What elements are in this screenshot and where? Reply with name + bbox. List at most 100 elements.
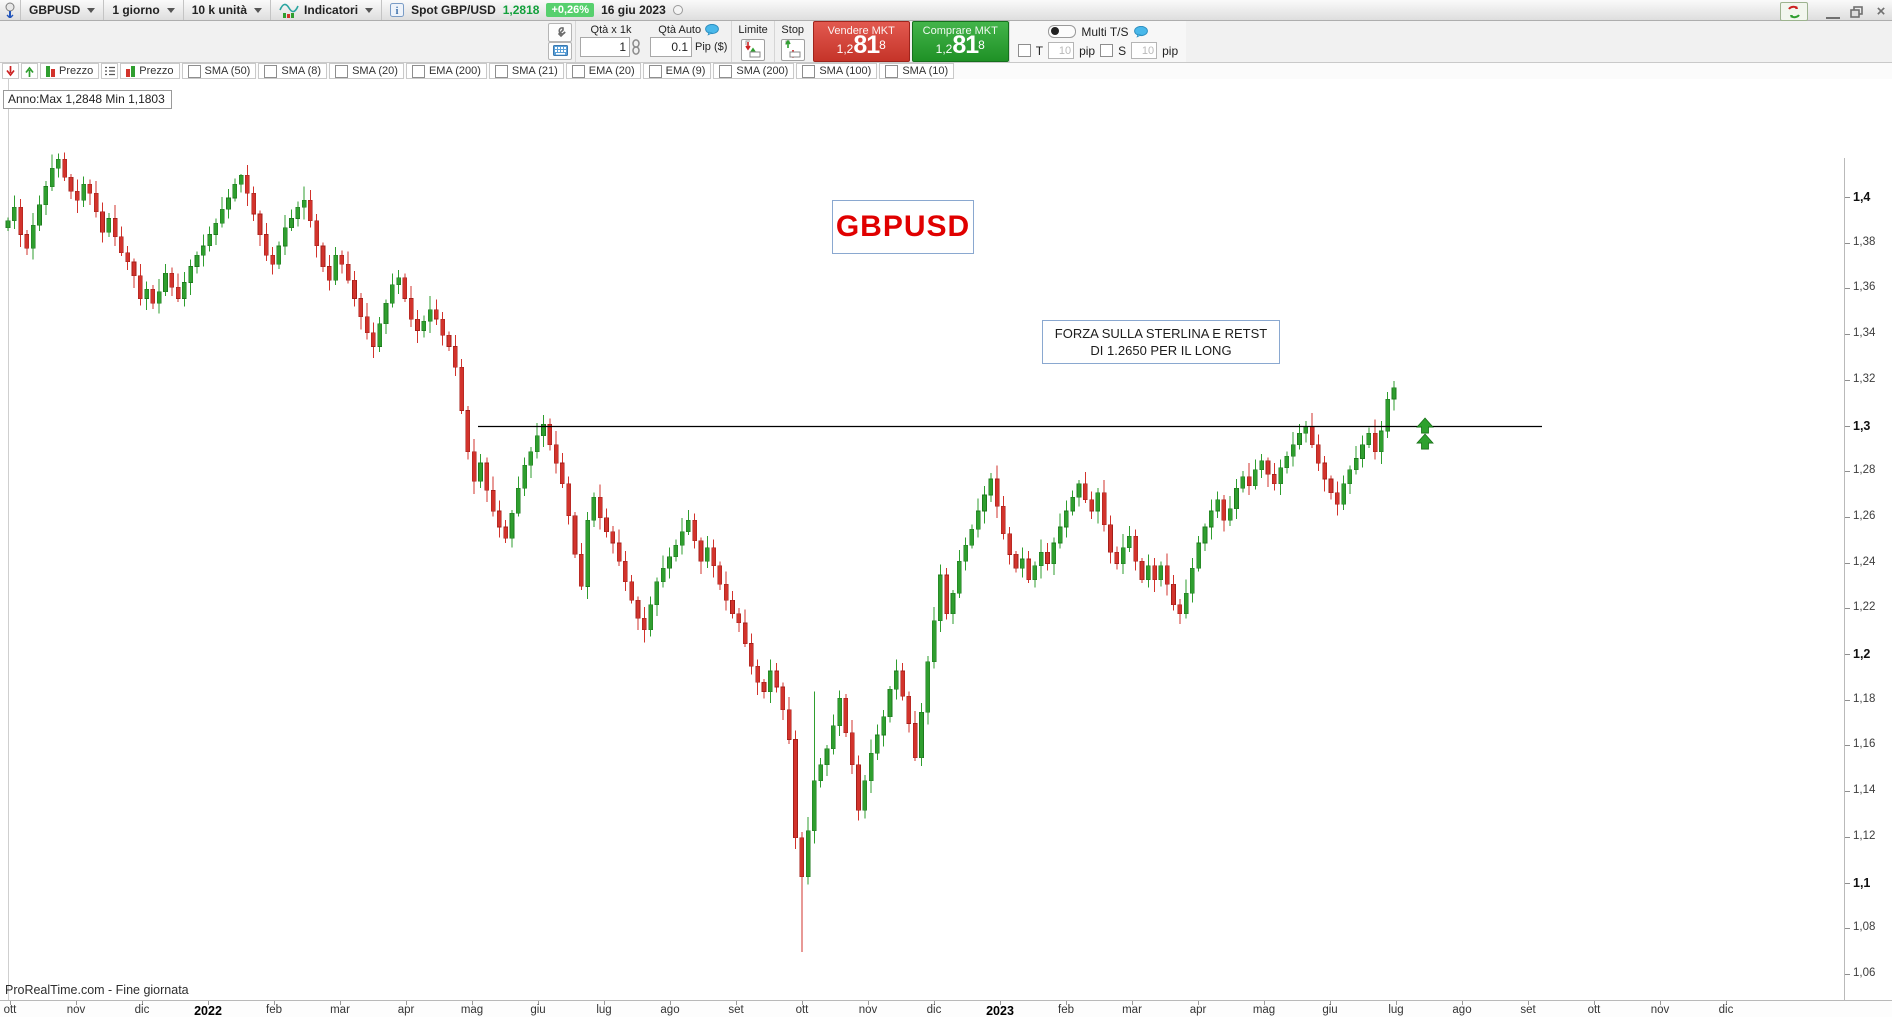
indicator-toggle-chip[interactable]: SMA (20) xyxy=(329,63,404,79)
pip-value-input[interactable]: 0.1 xyxy=(650,37,692,57)
period-label: 1 giorno xyxy=(112,3,160,17)
indicator-label: SMA (8) xyxy=(281,65,322,77)
svg-text:i: i xyxy=(396,6,399,17)
indicator-toggle-chip[interactable]: SMA (100) xyxy=(796,63,878,79)
indicator-checkbox[interactable] xyxy=(494,64,508,78)
multi-ts-toggle[interactable] xyxy=(1048,25,1077,38)
info-icon[interactable]: i xyxy=(390,3,405,17)
refresh-button[interactable] xyxy=(1780,2,1808,21)
order-tools xyxy=(545,21,575,62)
buy-market-button[interactable]: Comprare MKT 1,2818 xyxy=(911,21,1009,62)
price-series-chip[interactable]: Prezzo xyxy=(40,63,100,79)
take-profit-checkbox[interactable] xyxy=(1017,44,1031,57)
series-list-button[interactable] xyxy=(101,63,119,79)
settings-wrench-button[interactable] xyxy=(548,23,572,42)
candles-icon xyxy=(46,65,55,77)
units-dropdown[interactable]: 10 k unità xyxy=(184,0,272,20)
indicator-label: SMA (50) xyxy=(204,65,251,77)
price-tick-label: 1,14 xyxy=(1853,784,1876,797)
indicator-checkbox[interactable] xyxy=(719,64,733,78)
indicator-toggle-chip[interactable]: EMA (200) xyxy=(405,63,487,79)
price-axis[interactable]: 1,4 1,38 1,36 1,34 1,32 1,3 1,28 1,26 1,24 1,22 1,… xyxy=(1844,158,1892,1017)
stop-loss-input[interactable]: 10 xyxy=(1131,42,1158,59)
minimize-button[interactable] xyxy=(1826,5,1840,19)
qty-auto-section: Qtà Auto 0.1 Pip ($) xyxy=(646,21,731,62)
indicator-checkbox[interactable] xyxy=(335,64,349,78)
take-profit-label: T xyxy=(1035,43,1044,58)
price-tick-label: 1,24 xyxy=(1853,555,1876,568)
indicator-toggle-chip[interactable]: SMA (21) xyxy=(488,63,564,79)
indicators-dropdown[interactable]: Indicatori xyxy=(271,0,383,20)
price-tick xyxy=(1845,699,1850,701)
indicator-toggle-chip[interactable]: EMA (20) xyxy=(565,63,641,79)
time-tick xyxy=(208,1001,209,1005)
close-button[interactable]: × xyxy=(1876,2,1886,20)
time-tick-label: mar xyxy=(1122,1004,1142,1016)
restore-button[interactable] xyxy=(1850,5,1864,18)
indicator-toggle-chip[interactable]: SMA (50) xyxy=(181,63,257,79)
period-dropdown[interactable]: 1 giorno xyxy=(104,0,184,20)
price-tick-label: 1,34 xyxy=(1853,327,1876,340)
price-tick xyxy=(1845,791,1850,793)
indicator-checkbox[interactable] xyxy=(187,64,201,78)
trade-note-box[interactable]: FORZA SULLA STERLINA E RETST DI 1.2650 P… xyxy=(1042,320,1280,364)
keyboard-button[interactable] xyxy=(548,41,572,60)
time-tick-label: giu xyxy=(1322,1004,1338,1016)
quantity-section: Qtà x 1k 1 xyxy=(575,21,646,62)
limit-order-button[interactable] xyxy=(741,39,766,61)
symbol-annotation-box[interactable]: GBPUSD xyxy=(832,200,974,254)
price-series-label: Prezzo xyxy=(59,65,94,77)
time-tick-label: apr xyxy=(1189,1004,1207,1016)
time-tick xyxy=(1594,1001,1595,1005)
time-tick-label: lug xyxy=(596,1004,612,1016)
time-tick-label: giu xyxy=(530,1004,546,1016)
price-tick xyxy=(1845,973,1850,975)
stop-loss-checkbox[interactable] xyxy=(1100,44,1114,57)
time-tick-label: apr xyxy=(397,1004,415,1016)
indicator-checkbox[interactable] xyxy=(411,64,425,78)
help-bubble-icon[interactable] xyxy=(705,23,720,36)
time-tick xyxy=(1198,1001,1199,1005)
indicator-checkbox[interactable] xyxy=(571,64,585,78)
time-axis[interactable]: ott nov dic 2022 feb mar apr mag giu lug ago set ott… xyxy=(0,1000,1892,1017)
sell-market-button[interactable]: Vendere MKT 1,2818 xyxy=(812,21,910,62)
help-bubble-icon[interactable] xyxy=(1133,25,1148,38)
time-tick xyxy=(604,1001,605,1005)
symbol-dropdown[interactable]: GBPUSD xyxy=(21,0,105,20)
indicator-toggle-chip[interactable]: SMA (200) xyxy=(713,63,795,79)
order-panel: Qtà x 1k 1 Qtà Auto xyxy=(545,21,1187,62)
time-tick xyxy=(1000,1001,1001,1005)
time-tick-label: ott xyxy=(3,1004,17,1016)
price-tick xyxy=(1845,928,1850,930)
price-tick-label: 1,26 xyxy=(1853,509,1876,522)
indicator-label: SMA (200) xyxy=(736,65,789,77)
year-range-badge: Anno:Max 1,2848 Min 1,1803 xyxy=(3,90,172,109)
quantity-input[interactable]: 1 xyxy=(580,37,630,57)
time-tick xyxy=(76,1001,77,1005)
time-tick-label: ago xyxy=(660,1004,680,1016)
indicator-checkbox[interactable] xyxy=(264,64,278,78)
time-tick xyxy=(1264,1001,1265,1005)
sell-arrow-button[interactable] xyxy=(2,63,19,79)
price-series-chip-2[interactable]: Prezzo xyxy=(120,63,180,79)
pin-button[interactable] xyxy=(0,0,21,20)
indicator-toggle-chip[interactable]: SMA (8) xyxy=(258,63,328,79)
time-tick-label: 2023 xyxy=(986,1004,1014,1017)
chevron-down-icon xyxy=(166,7,175,13)
chart-panel[interactable]: Anno:Max 1,2848 Min 1,1803 GBPUSD FORZA … xyxy=(0,79,1892,1017)
stop-order-button[interactable] xyxy=(780,39,805,61)
indicator-toggle-chip[interactable]: EMA (9) xyxy=(642,63,712,79)
link-icon[interactable] xyxy=(631,39,641,55)
indicator-checkbox[interactable] xyxy=(802,64,816,78)
price-tick-label: 1,32 xyxy=(1853,372,1876,385)
buy-arrow-button[interactable] xyxy=(21,63,38,79)
price-tick-label: 1,38 xyxy=(1853,235,1876,248)
time-tick xyxy=(1462,1001,1463,1005)
indicator-checkbox[interactable] xyxy=(648,64,662,78)
indicator-checkbox[interactable] xyxy=(885,64,899,78)
indicator-toggle-chip[interactable]: SMA (10) xyxy=(879,63,955,79)
take-profit-input[interactable]: 10 xyxy=(1048,42,1075,59)
time-tick-label: mag xyxy=(460,1004,484,1016)
time-tick-label: ott xyxy=(795,1004,809,1016)
red-down-arrow-icon xyxy=(6,65,15,76)
